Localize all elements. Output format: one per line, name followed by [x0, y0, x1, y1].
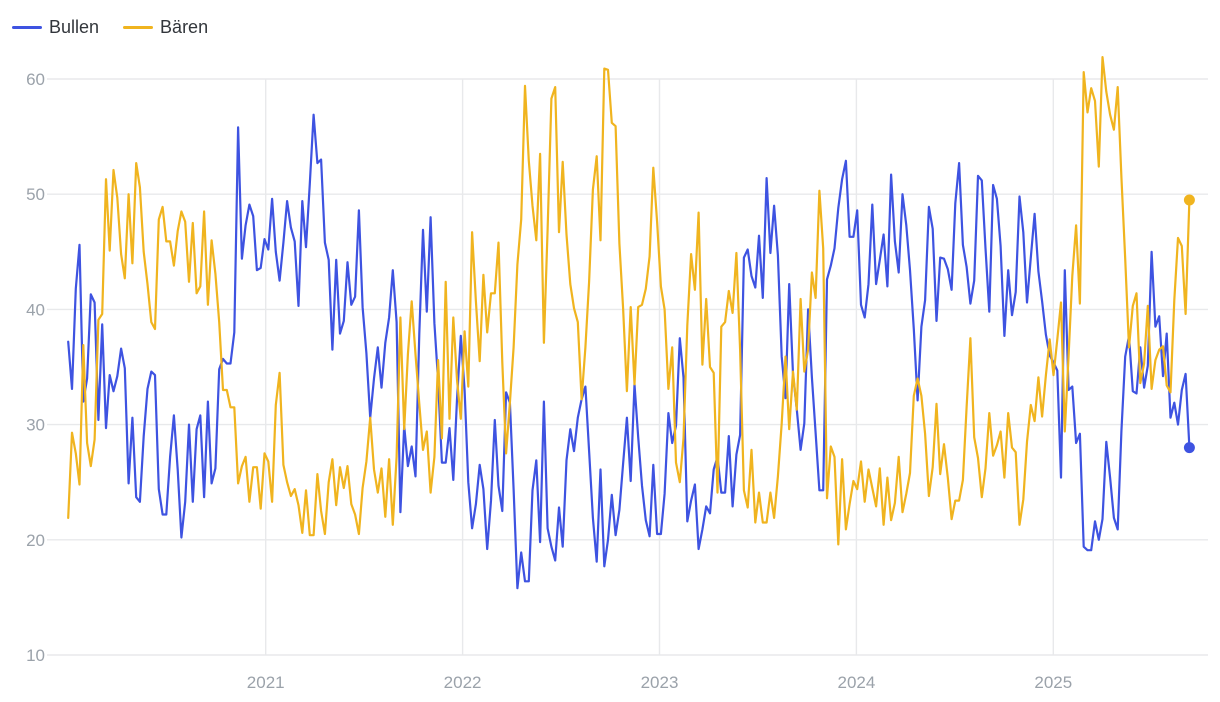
bullen-line-swatch-icon [12, 26, 42, 29]
legend-label-bullen: Bullen [49, 17, 100, 37]
y-axis-tick-label: 10 [26, 646, 45, 665]
legend-label-baeren: Bären [160, 17, 209, 37]
x-axis-tick-label: 2022 [444, 673, 482, 692]
series-line-baeren[interactable] [67, 56, 1191, 546]
y-axis-tick-label: 60 [26, 70, 45, 89]
y-axis-tick-label: 40 [26, 300, 45, 319]
x-axis-tick-label: 2024 [837, 673, 875, 692]
baeren-line-swatch-icon [123, 26, 154, 29]
y-axis-tick-label: 20 [26, 531, 45, 550]
legend-item-bullen: Bullen [12, 17, 99, 38]
chart-legend: Bullen Bären [12, 17, 208, 38]
series-line-bullen[interactable] [67, 113, 1191, 590]
x-axis-tick-label: 2025 [1034, 673, 1072, 692]
legend-item-baeren: Bären [123, 17, 208, 38]
y-axis-tick-label: 50 [26, 185, 45, 204]
series-end-dot-bullen [1183, 442, 1195, 454]
x-axis-tick-label: 2023 [641, 673, 679, 692]
x-axis-tick-label: 2021 [247, 673, 285, 692]
series-end-dot-baeren [1183, 194, 1195, 206]
y-axis-tick-label: 30 [26, 416, 45, 435]
